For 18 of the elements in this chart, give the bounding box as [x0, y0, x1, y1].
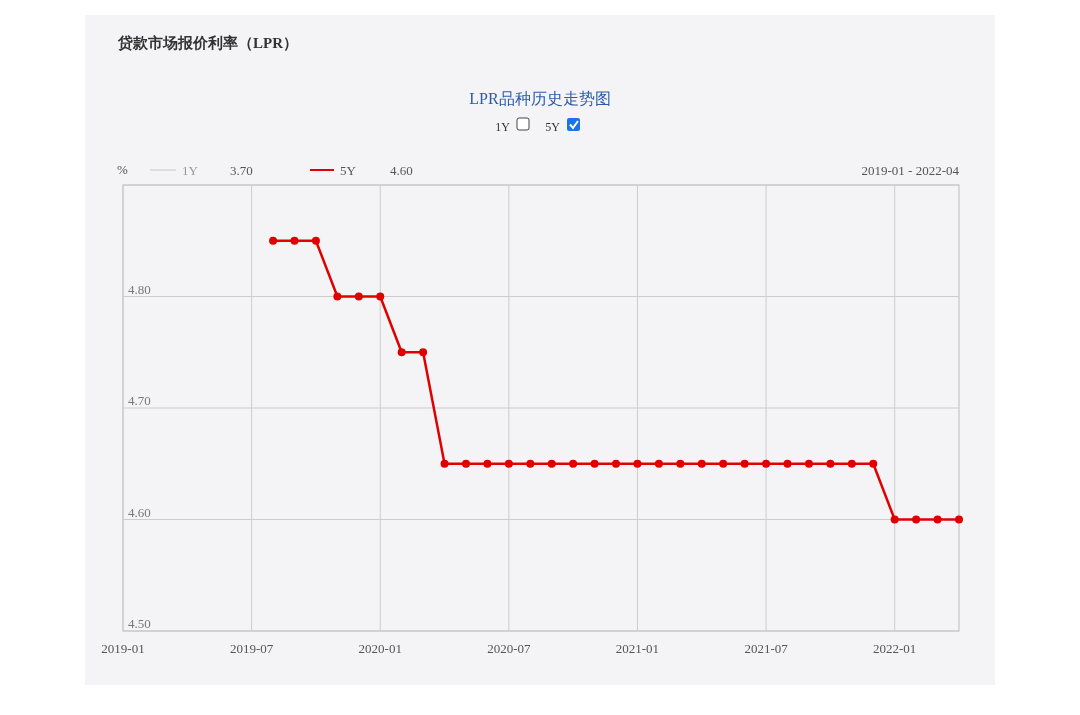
- text: 2019-01 - 2022-04: [861, 163, 960, 178]
- y-tick-label: 4.60: [128, 504, 151, 520]
- x-tick-label: 2021-07: [744, 641, 789, 656]
- legend-label: 5Y: [340, 163, 357, 178]
- y-tick-label: 4.50: [128, 616, 151, 631]
- x-tick-label: 2019-07: [229, 641, 274, 656]
- chart-title: 贷款市场报价利率（LPR）: [117, 34, 298, 51]
- y-axis-title: %: [117, 162, 128, 177]
- x-tick-label: 2020-01: [358, 641, 402, 656]
- y-tick-label: 4.80: [128, 281, 151, 297]
- checkboxes: 1Y 5Y: [495, 117, 580, 134]
- y-tick-label: 4.70: [128, 393, 151, 408]
- x-tick-label: 2022-01: [873, 641, 917, 656]
- x-tick-label: 2021-01: [615, 641, 660, 656]
- legend: 1Y 3.70 5Y 4.60: [149, 163, 413, 178]
- x-tick-label: 2019-01: [101, 641, 145, 656]
- x-tick-label: 2020-07: [487, 641, 531, 656]
- chart-subtitle: LPR品种历史走势图: [469, 90, 611, 107]
